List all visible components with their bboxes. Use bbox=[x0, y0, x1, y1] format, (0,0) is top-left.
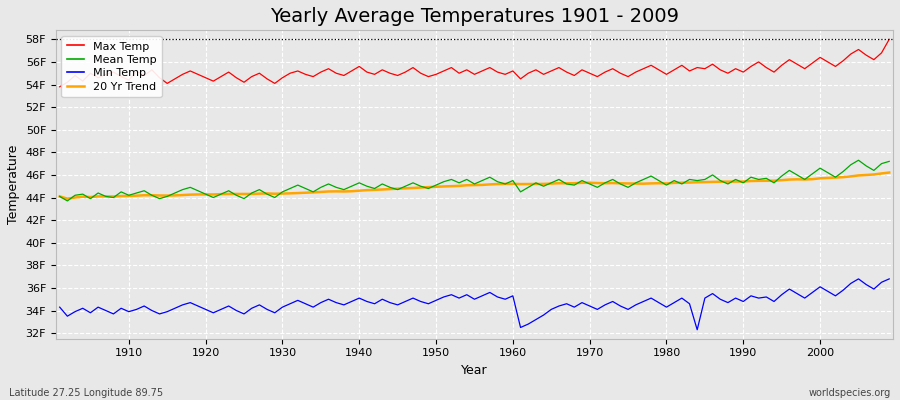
Legend: Max Temp, Mean Temp, Min Temp, 20 Yr Trend: Max Temp, Mean Temp, Min Temp, 20 Yr Tre… bbox=[61, 36, 162, 97]
Y-axis label: Temperature: Temperature bbox=[7, 145, 20, 224]
Text: Latitude 27.25 Longitude 89.75: Latitude 27.25 Longitude 89.75 bbox=[9, 388, 163, 398]
Title: Yearly Average Temperatures 1901 - 2009: Yearly Average Temperatures 1901 - 2009 bbox=[270, 7, 679, 26]
Text: worldspecies.org: worldspecies.org bbox=[809, 388, 891, 398]
X-axis label: Year: Year bbox=[461, 364, 488, 377]
